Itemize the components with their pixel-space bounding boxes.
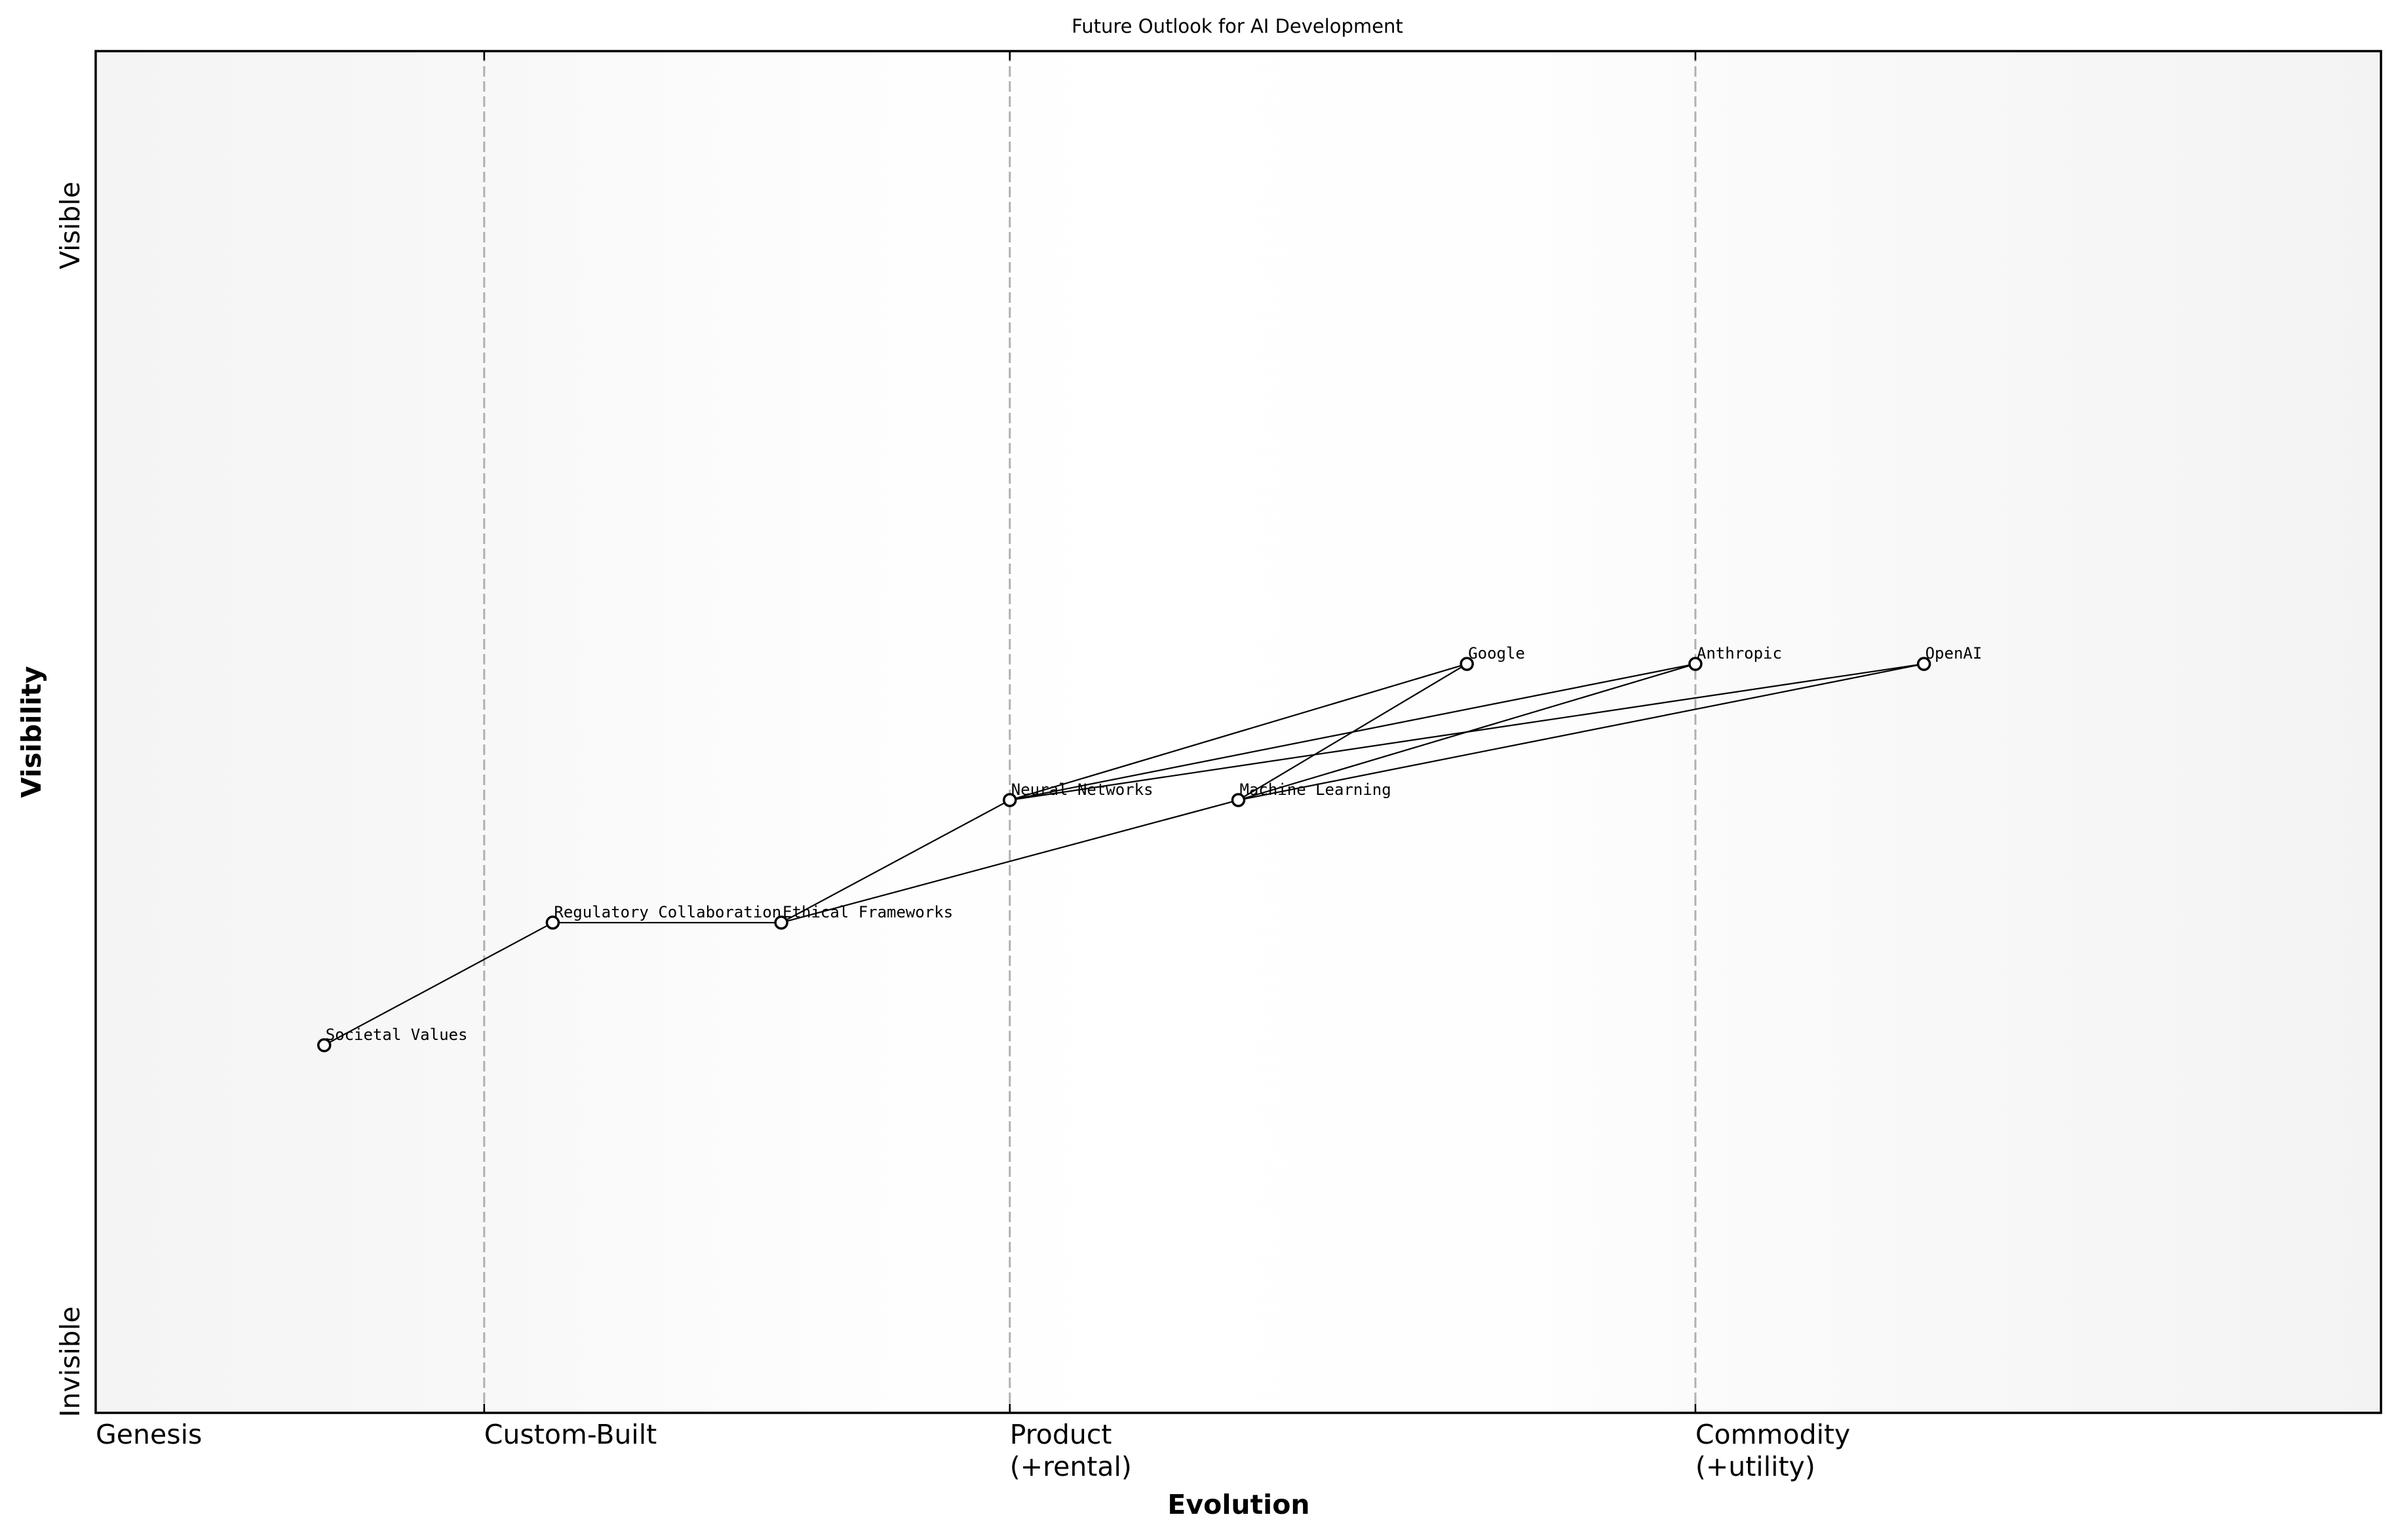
stage-dividers [483, 51, 1697, 1413]
node-google[interactable]: Google [1460, 644, 1525, 671]
x-tick-sublabel-3: (+utility) [1695, 1451, 1815, 1482]
node-openai[interactable]: OpenAI [1916, 644, 1983, 671]
node-label: Anthropic [1697, 644, 1782, 663]
x-tick-label-2: Product [1010, 1419, 1112, 1450]
node-marker[interactable] [1003, 793, 1017, 807]
node-label: Societal Values [326, 1026, 468, 1044]
node-machine_learning[interactable]: Machine Learning [1231, 780, 1391, 807]
dependency-edges [324, 663, 1924, 1046]
node-regulatory_collaboration[interactable]: Regulatory Collaboration [545, 903, 781, 930]
x-tick-label-3: Commodity [1695, 1419, 1850, 1450]
node-label: Google [1468, 644, 1525, 663]
x-tick-sublabel-2: (+rental) [1010, 1451, 1132, 1482]
x-tick-label-1: Custom-Built [484, 1419, 657, 1450]
edge-neural_networks-to-google [1009, 663, 1467, 801]
edge-ethical_frameworks-to-neural_networks [781, 799, 1011, 923]
node-ethical_frameworks[interactable]: Ethical Frameworks [774, 903, 953, 930]
edge-ethical_frameworks-to-machine_learning [781, 799, 1239, 923]
node-marker[interactable] [317, 1038, 332, 1052]
y-label-visible: Visible [54, 182, 86, 269]
node-label: Machine Learning [1240, 780, 1391, 799]
node-marker[interactable] [1916, 657, 1931, 671]
plot-frame [94, 50, 2382, 1414]
node-label: OpenAI [1926, 644, 1983, 663]
component-nodes: Societal Values Regulatory Collaboration E… [317, 644, 1983, 1052]
x-axis-ticks: Genesis Custom-Built Product(+rental) Commo… [96, 51, 1850, 1482]
node-label: Neural Networks [1011, 780, 1153, 799]
y-axis-title: Visibility [16, 666, 47, 798]
y-label-invisible: Invisible [54, 1306, 86, 1417]
node-marker[interactable] [774, 915, 788, 930]
edge-machine_learning-to-openai [1238, 663, 1924, 801]
node-neural_networks[interactable]: Neural Networks [1003, 780, 1153, 807]
node-marker[interactable] [1231, 793, 1246, 807]
node-anthropic[interactable]: Anthropic [1688, 644, 1782, 671]
edge-machine_learning-to-anthropic [1238, 663, 1696, 801]
node-marker[interactable] [1460, 657, 1474, 671]
edge-machine_learning-to-google [1237, 663, 1467, 801]
node-label: Ethical Frameworks [783, 903, 953, 921]
node-societal_values[interactable]: Societal Values [317, 1026, 468, 1052]
node-marker[interactable] [545, 915, 560, 930]
node-marker[interactable] [1688, 657, 1703, 671]
chart-title: Future Outlook for AI Development [1072, 15, 1403, 37]
node-label: Regulatory Collaboration [554, 903, 781, 921]
x-tick-label-0: Genesis [96, 1419, 202, 1450]
x-axis-title: Evolution [1167, 1489, 1309, 1520]
edge-societal_values-to-regulatory_collaboration [324, 921, 553, 1046]
